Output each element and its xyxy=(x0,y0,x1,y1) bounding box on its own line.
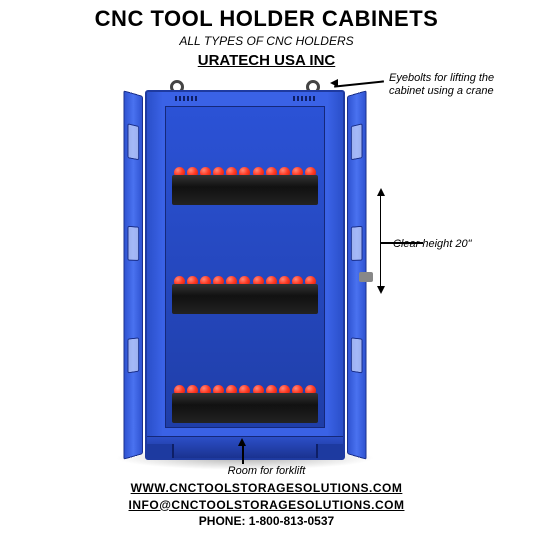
shelf xyxy=(170,113,320,205)
dimension-vertical xyxy=(380,192,382,290)
page-title: CNC TOOL HOLDER CABINETS xyxy=(0,0,533,32)
arrow-forklift-line xyxy=(242,444,244,464)
arrow-eyebolt-head xyxy=(330,79,338,87)
arrow-eyebolt-line xyxy=(334,80,384,87)
footer: WWW.CNCTOOLSTORAGESOLUTIONS.COM INFO@CNC… xyxy=(0,480,533,529)
arrow-forklift-head xyxy=(238,438,246,446)
callout-clear-height: Clear height 20" xyxy=(393,238,503,251)
cabinet-body xyxy=(145,90,345,460)
cabinet-door-left xyxy=(123,90,143,459)
website-link[interactable]: WWW.CNCTOOLSTORAGESOLUTIONS.COM xyxy=(0,480,533,496)
door-handle-icon xyxy=(359,272,373,282)
callout-forklift: Room for forklift xyxy=(0,465,533,478)
page-subtitle: ALL TYPES OF CNC HOLDERS xyxy=(0,34,533,48)
email-link[interactable]: INFO@CNCTOOLSTORAGESOLUTIONS.COM xyxy=(0,497,533,513)
dimension-arrow-bottom xyxy=(377,286,385,294)
shelf-tray xyxy=(172,175,318,205)
shelf xyxy=(170,314,320,423)
dimension-arrow-top xyxy=(377,188,385,196)
vent-icon xyxy=(293,96,315,101)
phone-line: PHONE: 1-800-813-0537 xyxy=(0,513,533,529)
phone-number: 1-800-813-0537 xyxy=(249,514,334,528)
shelf-tray xyxy=(172,284,318,314)
phone-label: PHONE: xyxy=(199,514,246,528)
dimension-leader xyxy=(381,242,423,244)
callout-eyebolts: Eyebolts for lifting the cabinet using a… xyxy=(389,72,519,98)
shelf-tray xyxy=(172,393,318,423)
cabinet-illustration xyxy=(145,90,345,460)
cabinet-interior xyxy=(165,106,325,428)
vent-icon xyxy=(175,96,197,101)
company-name: URATECH USA INC xyxy=(0,52,533,69)
shelf xyxy=(170,205,320,314)
